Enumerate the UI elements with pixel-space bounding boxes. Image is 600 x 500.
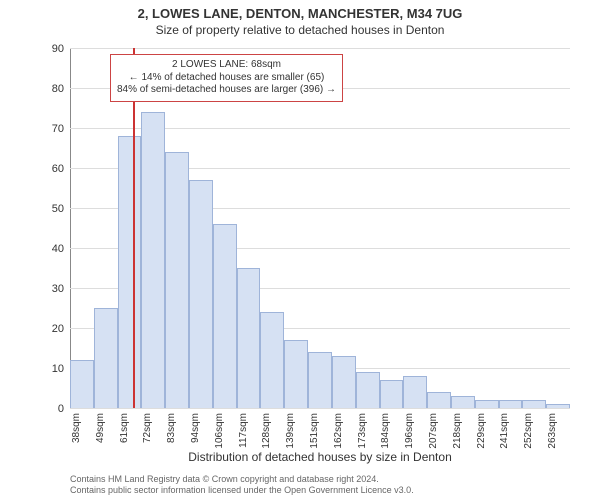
footer-line2: Contains public sector information licen… <box>70 485 414 496</box>
x-tick-label: 106sqm <box>214 413 225 449</box>
x-tick-label: 229sqm <box>476 413 487 449</box>
annotation-box: 2 LOWES LANE: 68sqm← 14% of detached hou… <box>110 54 343 102</box>
histogram-bar <box>403 376 427 408</box>
footer: Contains HM Land Registry data © Crown c… <box>70 474 414 496</box>
gridline: 90 <box>70 48 570 49</box>
x-tick-label: 196sqm <box>404 413 415 449</box>
histogram-bar <box>546 404 570 408</box>
annotation-line: 84% of semi-detached houses are larger (… <box>117 84 336 97</box>
x-tick-label: 72sqm <box>142 413 153 443</box>
x-axis-label: Distribution of detached houses by size … <box>70 450 570 464</box>
histogram-bar <box>70 360 94 408</box>
histogram-bar <box>213 224 237 408</box>
histogram-bar <box>332 356 356 408</box>
title-main: 2, LOWES LANE, DENTON, MANCHESTER, M34 7… <box>0 0 600 21</box>
x-tick-label: 49sqm <box>95 413 106 443</box>
x-tick-label: 151sqm <box>309 413 320 449</box>
histogram-bar <box>118 136 142 408</box>
y-tick-label: 50 <box>52 203 64 215</box>
y-axis-line <box>70 48 71 408</box>
x-tick-label: 173sqm <box>357 413 368 449</box>
x-tick-label: 162sqm <box>333 413 344 449</box>
y-tick-label: 70 <box>52 123 64 135</box>
x-tick-label: 207sqm <box>428 413 439 449</box>
x-tick-label: 94sqm <box>190 413 201 443</box>
histogram-bar <box>141 112 165 408</box>
y-tick-label: 20 <box>52 323 64 335</box>
histogram-bar <box>475 400 499 408</box>
x-tick-label: 38sqm <box>71 413 82 443</box>
x-tick-label: 61sqm <box>119 413 130 443</box>
histogram-bar <box>451 396 475 408</box>
plot-area: 010203040506070809038sqm49sqm61sqm72sqm8… <box>70 48 570 408</box>
x-tick-label: 218sqm <box>452 413 463 449</box>
histogram-bar <box>189 180 213 408</box>
histogram-bar <box>522 400 546 408</box>
annotation-line: ← 14% of detached houses are smaller (65… <box>117 72 336 85</box>
x-tick-label: 252sqm <box>523 413 534 449</box>
footer-line1: Contains HM Land Registry data © Crown c… <box>70 474 414 485</box>
annotation-line: 2 LOWES LANE: 68sqm <box>117 59 336 72</box>
marker-line <box>133 48 135 408</box>
histogram-bar <box>499 400 523 408</box>
histogram-bar <box>356 372 380 408</box>
histogram-bar <box>94 308 118 408</box>
x-tick-label: 128sqm <box>261 413 272 449</box>
y-tick-label: 40 <box>52 243 64 255</box>
gridline: 0 <box>70 408 570 409</box>
x-tick-label: 184sqm <box>380 413 391 449</box>
x-tick-label: 263sqm <box>547 413 558 449</box>
x-tick-label: 139sqm <box>285 413 296 449</box>
chart-container: 2, LOWES LANE, DENTON, MANCHESTER, M34 7… <box>0 0 600 500</box>
histogram-bar <box>380 380 404 408</box>
x-tick-label: 83sqm <box>166 413 177 443</box>
y-tick-label: 90 <box>52 43 64 55</box>
x-tick-label: 241sqm <box>499 413 510 449</box>
y-tick-label: 60 <box>52 163 64 175</box>
histogram-bar <box>237 268 261 408</box>
y-tick-label: 0 <box>58 403 64 415</box>
title-sub: Size of property relative to detached ho… <box>0 23 600 37</box>
histogram-bar <box>284 340 308 408</box>
y-tick-label: 80 <box>52 83 64 95</box>
y-tick-label: 30 <box>52 283 64 295</box>
histogram-bar <box>260 312 284 408</box>
histogram-bar <box>308 352 332 408</box>
histogram-bar <box>165 152 189 408</box>
x-tick-label: 117sqm <box>238 413 249 448</box>
histogram-bar <box>427 392 451 408</box>
y-tick-label: 10 <box>52 363 64 375</box>
